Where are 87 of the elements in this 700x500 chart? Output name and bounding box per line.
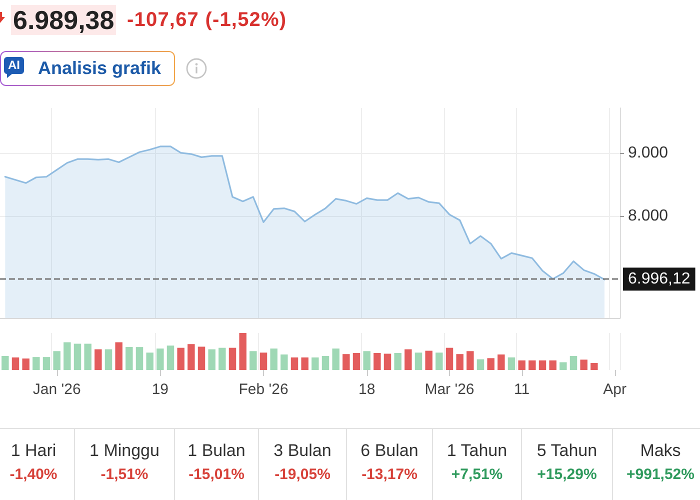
category-label: 5 Tahun bbox=[536, 441, 598, 461]
bar bbox=[228, 348, 236, 370]
category-label: 1 Bulan bbox=[186, 441, 246, 461]
bar bbox=[53, 351, 60, 370]
x-tick-label: Feb '26 bbox=[238, 381, 288, 398]
bar bbox=[498, 354, 505, 370]
bar bbox=[342, 354, 350, 370]
bar bbox=[12, 357, 20, 370]
bar bbox=[239, 333, 246, 370]
bar bbox=[156, 348, 164, 370]
bar bbox=[270, 348, 278, 370]
bar bbox=[590, 362, 598, 370]
bar bbox=[446, 348, 454, 370]
category-label: 1 Hari bbox=[10, 441, 58, 461]
chart-subtitle: -107,67 (-1,52%) bbox=[127, 8, 287, 32]
bar bbox=[436, 352, 443, 370]
bar bbox=[94, 349, 102, 370]
bar bbox=[352, 352, 360, 370]
text: -1,40% bbox=[10, 466, 58, 483]
bar bbox=[280, 354, 288, 370]
category-label: 1 Minggu bbox=[88, 441, 160, 461]
bar bbox=[126, 347, 133, 370]
bar bbox=[456, 354, 464, 370]
bar bbox=[414, 352, 422, 370]
bar bbox=[198, 346, 206, 370]
bar bbox=[2, 356, 9, 370]
bar bbox=[260, 352, 268, 370]
bar bbox=[425, 350, 432, 370]
bar bbox=[476, 359, 484, 370]
bar bbox=[74, 344, 82, 370]
bar bbox=[487, 358, 494, 370]
bar bbox=[290, 357, 298, 370]
x-tick-label: 11 bbox=[514, 381, 530, 398]
bar bbox=[177, 348, 184, 370]
text: -13,17% bbox=[362, 466, 418, 483]
x-tick-label: Apr bbox=[603, 381, 627, 398]
bar bbox=[580, 360, 588, 370]
bar bbox=[104, 349, 112, 370]
chart-analysis-button[interactable]: AI Analisis grafik bbox=[0, 51, 175, 86]
bar bbox=[518, 360, 526, 370]
bar bbox=[549, 360, 556, 370]
bar bbox=[394, 352, 402, 370]
bar bbox=[404, 349, 412, 370]
text: -15,01% bbox=[188, 466, 244, 483]
text: +7,51% bbox=[451, 466, 503, 483]
bar bbox=[136, 347, 144, 370]
x-tick-label: Jan '26 bbox=[32, 381, 81, 398]
bar bbox=[374, 352, 381, 370]
x-tick-label: 18 bbox=[358, 381, 376, 398]
bar bbox=[208, 349, 216, 370]
bar bbox=[32, 357, 40, 370]
bar bbox=[322, 356, 330, 370]
bar bbox=[466, 351, 474, 370]
bar bbox=[22, 358, 30, 370]
bar bbox=[218, 348, 226, 370]
bar bbox=[560, 362, 567, 370]
bar bbox=[312, 357, 319, 370]
ref-line-label: 6.996,12 bbox=[628, 270, 690, 288]
text: -19,05% bbox=[274, 466, 330, 483]
bar bbox=[115, 342, 122, 370]
bar bbox=[332, 348, 340, 370]
bar bbox=[166, 346, 174, 370]
bar bbox=[363, 351, 370, 370]
category-label: Maks bbox=[639, 441, 682, 461]
category-label: 6 Bulan bbox=[360, 441, 420, 461]
bar bbox=[528, 360, 536, 370]
bar bbox=[42, 357, 50, 370]
bar bbox=[146, 352, 154, 370]
x-tick-label: Mar '26 bbox=[424, 381, 474, 398]
x-tick-label: 19 bbox=[152, 381, 169, 398]
bar bbox=[384, 354, 392, 370]
chart-title: 6.989,38 bbox=[11, 5, 116, 35]
text: +15,29% bbox=[537, 466, 597, 483]
bar bbox=[64, 342, 71, 370]
bar bbox=[570, 356, 578, 370]
text: +991,52% bbox=[626, 466, 694, 483]
bar bbox=[84, 344, 92, 370]
bar bbox=[188, 344, 195, 370]
category-label: 3 Bulan bbox=[272, 441, 332, 461]
category-label: 1 Tahun bbox=[446, 441, 508, 461]
y-tick-label: 9.000 bbox=[628, 144, 668, 162]
bar bbox=[538, 360, 546, 370]
y-tick-label: 8.000 bbox=[628, 207, 668, 224]
text: -1,51% bbox=[100, 466, 148, 483]
bar bbox=[250, 351, 257, 370]
bar bbox=[301, 357, 308, 370]
bar bbox=[508, 357, 516, 370]
